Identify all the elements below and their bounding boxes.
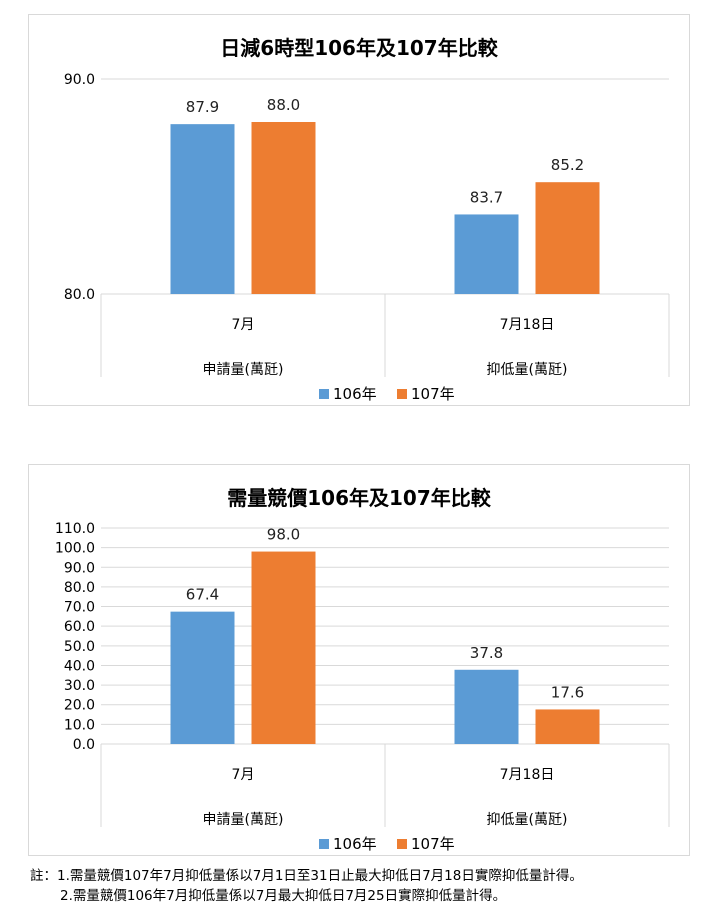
chart-title: 需量競價106年及107年比較 — [227, 486, 491, 510]
bar-series-1 — [454, 214, 519, 294]
y-tick-label: 80.0 — [64, 580, 95, 596]
chart-panel-demand-bidding: 需量競價106年及107年比較 0.0 10.0 20.0 30.0 40.0 50.0 60… — [28, 464, 690, 856]
data-label: 85.2 — [551, 156, 584, 174]
bar-series-2 — [535, 182, 600, 294]
data-label: 67.4 — [186, 586, 219, 604]
legend-swatch — [397, 389, 407, 399]
y-tick-label: 40.0 — [64, 658, 95, 674]
bar-series-1 — [170, 611, 235, 744]
footnote-line-2: 2.需量競價106年7月抑低量係以7月最大抑低日7月25日實際抑低量計得。 — [60, 888, 507, 904]
legend-label: 106年 — [333, 385, 377, 403]
chart-demand-bidding: 需量競價106年及107年比較 0.0 10.0 20.0 30.0 40.0 50.0 60… — [55, 486, 670, 853]
bar-series-1 — [170, 124, 235, 295]
data-label: 88.0 — [267, 96, 300, 114]
legend-swatch — [319, 389, 329, 399]
legend-label: 106年 — [333, 835, 377, 853]
bar-series-2 — [251, 122, 316, 294]
category-group-label: 申請量(萬瓩) — [203, 812, 284, 828]
legend-swatch — [397, 839, 407, 849]
chart-panel-daily-reduction: 日減6時型106年及107年比較 80.0 90.0 87.9 83.7 88.0 85.2… — [28, 14, 690, 406]
y-tick-label: 90.0 — [64, 72, 95, 88]
category-label: 7月18日 — [500, 767, 555, 783]
data-label: 98.0 — [267, 526, 300, 544]
bar-series-2 — [251, 551, 316, 744]
y-tick-label: 60.0 — [64, 619, 95, 635]
y-tick-label: 0.0 — [73, 737, 95, 753]
y-tick-label: 20.0 — [64, 698, 95, 714]
chart-daily-reduction: 日減6時型106年及107年比較 80.0 90.0 87.9 83.7 88.0 85.2… — [64, 36, 670, 403]
data-label: 83.7 — [470, 188, 503, 206]
y-tick-label: 70.0 — [64, 600, 95, 616]
category-group-label: 抑低量(萬瓩) — [487, 812, 568, 828]
y-tick-label: 10.0 — [64, 717, 95, 733]
data-label: 17.6 — [551, 683, 584, 701]
y-tick-label: 110.0 — [55, 521, 95, 537]
category-group-label: 申請量(萬瓩) — [203, 362, 284, 378]
bar-series-1 — [454, 669, 519, 744]
y-tick-label: 100.0 — [55, 541, 95, 557]
y-tick-label: 80.0 — [64, 287, 95, 303]
legend-swatch — [319, 839, 329, 849]
bar-series-2 — [535, 709, 600, 744]
footnote-line-1: 註：1.需量競價107年7月抑低量係以7月1日至31日止最大抑低日7月18日實際… — [30, 868, 583, 884]
y-tick-label: 30.0 — [64, 678, 95, 694]
category-label: 7月18日 — [500, 317, 555, 333]
legend-label: 107年 — [411, 835, 455, 853]
data-label: 87.9 — [186, 98, 219, 116]
chart-title: 日減6時型106年及107年比較 — [220, 36, 498, 60]
category-label: 7月 — [232, 767, 255, 783]
category-label: 7月 — [232, 317, 255, 333]
category-group-label: 抑低量(萬瓩) — [487, 362, 568, 378]
y-tick-label: 50.0 — [64, 639, 95, 655]
legend-label: 107年 — [411, 385, 455, 403]
y-tick-label: 90.0 — [64, 560, 95, 576]
data-label: 37.8 — [470, 644, 503, 662]
